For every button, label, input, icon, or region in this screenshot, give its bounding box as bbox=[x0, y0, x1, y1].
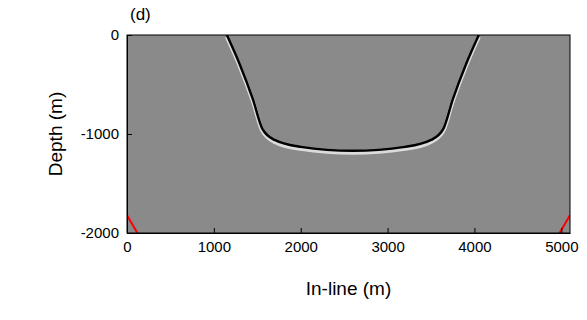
wavefront-line bbox=[560, 215, 570, 233]
wavefront-line bbox=[127, 215, 137, 233]
x-tick: 3000 bbox=[371, 228, 404, 255]
x-tick-label: 1000 bbox=[198, 238, 231, 255]
y-tick-mark bbox=[127, 35, 132, 36]
y-tick-label: 0 bbox=[111, 26, 119, 43]
x-tick-label: 5000 bbox=[545, 238, 578, 255]
y-tick-mark bbox=[127, 233, 132, 234]
plot-background bbox=[127, 35, 570, 233]
x-tick-mark bbox=[388, 228, 389, 233]
x-tick-label: 4000 bbox=[458, 238, 491, 255]
x-axis-line bbox=[128, 233, 571, 234]
x-tick: 5000 bbox=[545, 228, 578, 255]
y-tick-label: -1000 bbox=[81, 125, 119, 142]
x-tick-mark bbox=[474, 228, 475, 233]
y-tick-mark bbox=[127, 134, 132, 135]
x-axis-title: In-line (m) bbox=[306, 278, 392, 299]
x-axis: 0 1000 2000 3000 4000 5000 bbox=[123, 228, 578, 255]
wavefront-halo bbox=[227, 37, 479, 153]
x-tick-mark bbox=[301, 228, 302, 233]
y-tick: 0 bbox=[111, 26, 132, 43]
y-tick: -1000 bbox=[81, 125, 132, 142]
x-tick: 1000 bbox=[198, 228, 231, 255]
chart: 0 1000 2000 3000 4000 5000 -2000 -1000 0 In-line … bbox=[0, 0, 587, 320]
x-tick-label: 0 bbox=[123, 238, 131, 255]
x-tick-label: 2000 bbox=[285, 238, 318, 255]
x-tick: 4000 bbox=[458, 228, 491, 255]
x-tick-label: 3000 bbox=[371, 238, 404, 255]
wavefront-line bbox=[227, 35, 479, 151]
x-tick-mark bbox=[561, 228, 562, 233]
marks bbox=[127, 35, 570, 233]
y-tick-label: -2000 bbox=[81, 224, 119, 241]
x-tick-mark bbox=[214, 228, 215, 233]
panel-title: (d) bbox=[130, 5, 151, 24]
plot-frame bbox=[127, 35, 570, 233]
y-tick: -2000 bbox=[81, 224, 132, 241]
y-axis-title: Depth (m) bbox=[45, 92, 66, 176]
x-tick: 2000 bbox=[285, 228, 318, 255]
y-axis: -2000 -1000 0 bbox=[81, 26, 132, 241]
